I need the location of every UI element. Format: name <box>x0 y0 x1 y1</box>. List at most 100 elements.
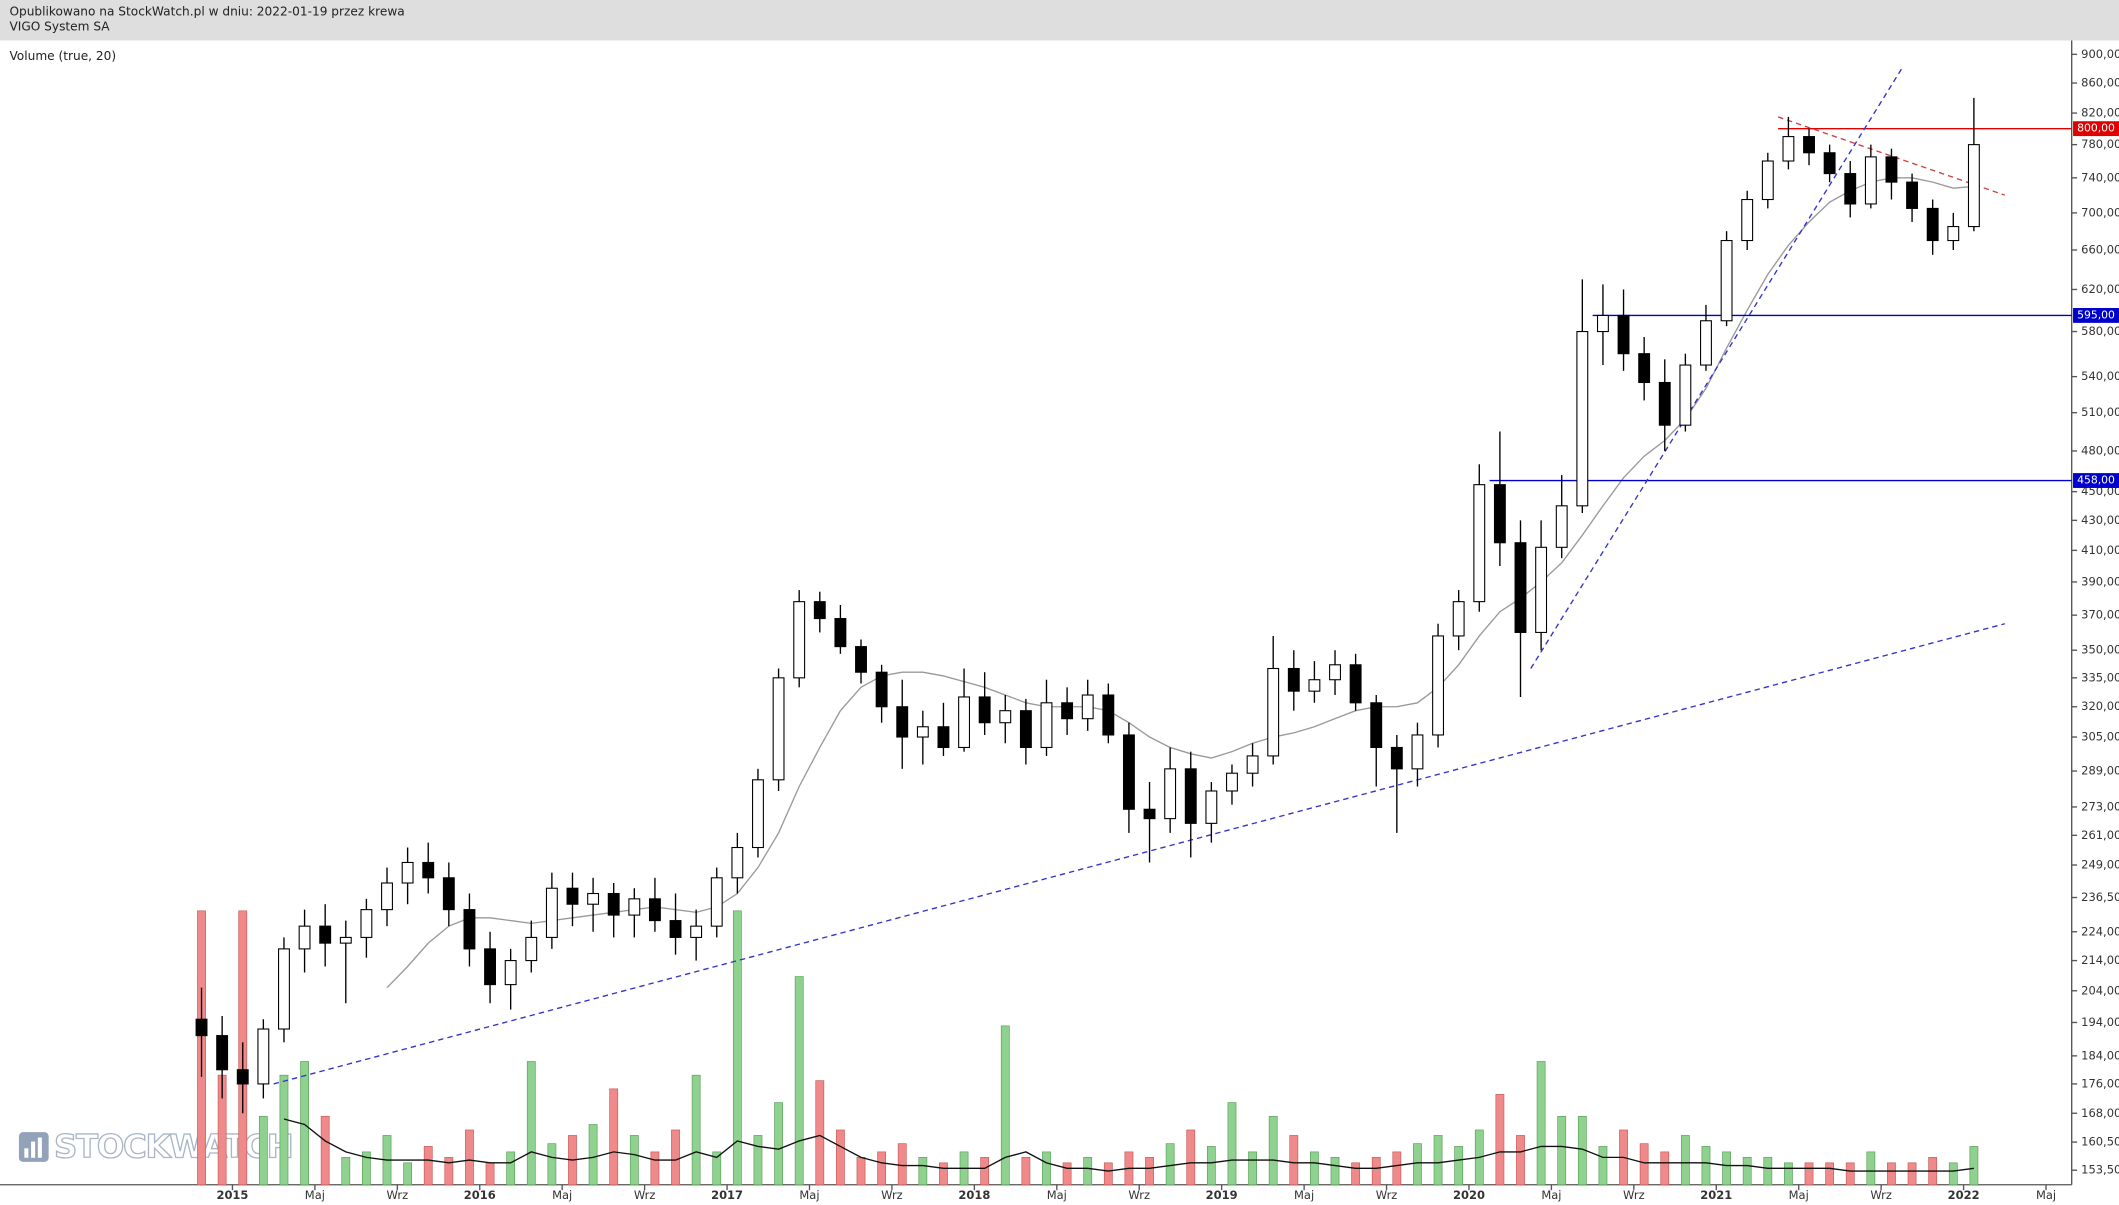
candle-body <box>958 696 971 748</box>
volume-bar <box>485 1162 495 1186</box>
x-tick-label: Wrz <box>881 1188 903 1202</box>
y-tick-label: 580,00 <box>2081 324 2119 338</box>
price-pane <box>195 68 2072 1114</box>
candle-body <box>298 925 311 950</box>
volume-bar <box>341 1157 351 1186</box>
volume-bar <box>403 1162 413 1186</box>
volume-bar <box>918 1157 928 1186</box>
volume-ma-line <box>283 1118 1974 1172</box>
level-label-box <box>2073 473 2119 488</box>
y-tick-label: 224,00 <box>2081 924 2119 938</box>
volume-bar <box>362 1151 371 1186</box>
candle-body <box>1390 746 1403 770</box>
y-tick-label: 320,00 <box>2081 699 2119 713</box>
y-tick-label: 273,00 <box>2081 799 2119 813</box>
candle-body <box>1555 505 1568 548</box>
x-tick-label: Maj <box>305 1188 325 1202</box>
candle-body <box>1679 364 1692 426</box>
candle-body <box>1267 667 1280 757</box>
candle-body <box>1184 768 1197 824</box>
header-bar <box>0 0 2119 41</box>
x-tick-label: 2017 <box>711 1188 743 1202</box>
level-label: 595,00 <box>2077 308 2115 321</box>
volume-bar <box>1866 1151 1876 1186</box>
volume-bar <box>506 1151 516 1186</box>
volume-bar <box>1433 1135 1443 1186</box>
candle-body <box>855 646 867 673</box>
candle-body <box>875 671 888 708</box>
volume-bar <box>650 1151 660 1186</box>
y-tick-label: 350,00 <box>2081 643 2119 657</box>
x-tick-label: Maj <box>1541 1188 1561 1202</box>
candle-body <box>607 892 620 916</box>
candle-body <box>566 887 579 905</box>
published-note: Opublikowano na StockWatch.pl w dniu: 20… <box>9 5 404 19</box>
candle-body <box>813 601 826 620</box>
y-tick-label: 289,00 <box>2081 764 2119 778</box>
x-tick-label: Maj <box>1047 1188 1067 1202</box>
y-tick-label: 370,00 <box>2081 608 2119 622</box>
volume-bar <box>794 976 804 1186</box>
candle-body <box>216 1035 229 1071</box>
x-tick-label: 2019 <box>1206 1188 1238 1202</box>
volume-bar <box>897 1143 907 1186</box>
candle-body <box>690 925 703 938</box>
volume-bar <box>1639 1143 1649 1186</box>
candle-body <box>1370 702 1383 748</box>
level-label-box <box>2073 121 2119 137</box>
y-tick-label: 860,00 <box>2081 76 2119 90</box>
candle-body <box>1081 694 1094 720</box>
candle-body <box>1411 734 1424 770</box>
y-tick-label: 390,00 <box>2081 574 2119 588</box>
candle-body <box>1596 314 1609 333</box>
trendline <box>1777 116 2006 196</box>
candle-body <box>1164 768 1177 820</box>
y-tick-label: 261,00 <box>2081 828 2119 842</box>
volume-bar <box>856 1157 866 1186</box>
y-tick-label: 176,00 <box>2081 1076 2119 1090</box>
volume-bar <box>1248 1151 1257 1186</box>
candle-body <box>319 925 332 944</box>
x-tick-label: Maj <box>2036 1188 2056 1202</box>
candle-body <box>1638 353 1651 384</box>
y-tick-label: 204,00 <box>2081 983 2119 997</box>
candle-body <box>710 877 723 927</box>
volume-bar <box>1742 1157 1752 1186</box>
trendline <box>1530 68 1903 669</box>
candle-body <box>401 861 414 884</box>
x-tick-label: 2016 <box>464 1188 496 1202</box>
y-tick-label: 820,00 <box>2081 106 2119 120</box>
candle-body <box>628 898 641 916</box>
candle-body <box>1329 664 1341 681</box>
candle-body <box>1143 808 1156 820</box>
candle-body <box>1906 181 1919 209</box>
volume-bar <box>1413 1143 1422 1186</box>
volume-bar <box>1784 1162 1793 1186</box>
x-tick-label: Wrz <box>1376 1188 1398 1202</box>
candle-body <box>278 948 290 1030</box>
y-tick-label: 620,00 <box>2081 282 2119 296</box>
candle-body <box>1473 484 1486 603</box>
candle-body <box>1926 207 1939 242</box>
candle-body <box>504 960 517 986</box>
indicator-label: Volume (true, 20) <box>9 49 116 63</box>
candle-body <box>463 909 476 950</box>
volume-bar <box>1042 1151 1051 1186</box>
y-tick-label: 510,00 <box>2081 405 2119 419</box>
candle-body <box>793 601 806 679</box>
volume-bar <box>1454 1146 1464 1186</box>
candle-body <box>1803 136 1815 154</box>
volume-bar <box>980 1157 990 1186</box>
candle-body <box>1947 226 1960 242</box>
candle-body <box>1452 601 1465 637</box>
candle-body <box>999 710 1012 724</box>
candle-body <box>1864 156 1877 205</box>
y-tick-label: 480,00 <box>2081 443 2119 457</box>
volume-bar <box>671 1129 680 1186</box>
volume-bar <box>444 1157 454 1186</box>
candle-body <box>1967 144 1980 228</box>
volume-bar <box>1392 1151 1402 1186</box>
volume-bar <box>732 910 742 1186</box>
candle-body <box>669 920 682 938</box>
